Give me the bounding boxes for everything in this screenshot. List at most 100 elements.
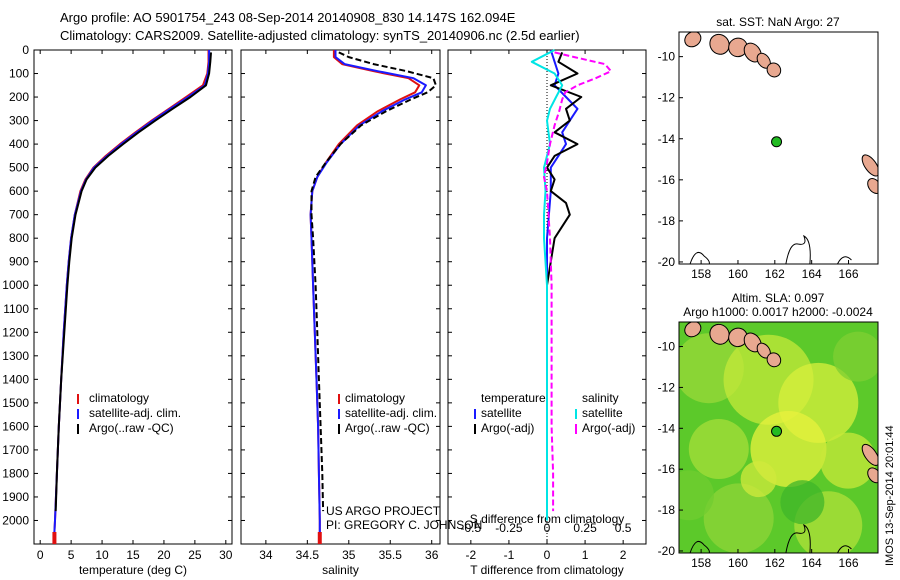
contour bbox=[837, 256, 852, 264]
legend-label: satellite-adj. clim. bbox=[89, 406, 181, 420]
sla-map: 158 160 162 164 166 -10 -12 -14 -16 -18 -20 Altim. … bbox=[658, 291, 879, 570]
y-tick-label: 200 bbox=[9, 90, 29, 104]
y-tick-label: 1300 bbox=[2, 349, 29, 363]
map-area bbox=[684, 32, 878, 264]
heat-cell bbox=[679, 470, 714, 521]
x-tick-label: 34 bbox=[259, 548, 273, 562]
x-axis-label: salinity bbox=[322, 563, 359, 577]
map-title: sat. SST: NaN Argo: 27 bbox=[716, 15, 840, 29]
x-tick-label: -2 bbox=[466, 548, 477, 562]
y-tick-label: 300 bbox=[9, 114, 29, 128]
contour bbox=[785, 234, 811, 264]
x-axis-label: T difference from climatology bbox=[470, 563, 624, 577]
y-tick-label: 400 bbox=[9, 137, 29, 151]
series-line-2 bbox=[530, 49, 564, 521]
x-tick-label: 30 bbox=[219, 548, 233, 562]
island bbox=[867, 178, 878, 194]
map-subtitle: Argo h1000: 0.0017 h2000: -0.0024 bbox=[683, 305, 873, 319]
temperature-panel: 0 5 10 15 20 25 300100200300400500600700800900… bbox=[2, 43, 233, 577]
island bbox=[766, 62, 782, 78]
x-tick-label: 25 bbox=[188, 548, 202, 562]
heat-cell bbox=[688, 419, 749, 480]
y-tick-label: 1400 bbox=[2, 372, 29, 386]
x-tick-label: 0 bbox=[544, 548, 551, 562]
y-tick-label: 600 bbox=[9, 184, 29, 198]
x-tick-label: 0 bbox=[37, 548, 44, 562]
y-tick-label: -12 bbox=[658, 91, 676, 105]
y-tick-label: 900 bbox=[9, 255, 29, 269]
island bbox=[861, 154, 878, 177]
y-tick-label: 1100 bbox=[3, 302, 29, 316]
legend-label: Argo(-adj) bbox=[481, 421, 534, 435]
argo-location-marker bbox=[771, 425, 783, 437]
y-tick-label: -18 bbox=[658, 214, 676, 228]
x-tick-label: 166 bbox=[839, 556, 859, 570]
x-tick-label: 158 bbox=[691, 267, 711, 281]
y-tick-label: -20 bbox=[658, 544, 676, 558]
x-tick-label: 164 bbox=[802, 267, 822, 281]
y-tick-label: -20 bbox=[658, 255, 676, 269]
x-tick-label: 2 bbox=[620, 548, 627, 562]
heat-cell bbox=[740, 461, 777, 498]
y-tick-label: 1000 bbox=[2, 278, 29, 292]
x2-tick-label: 0.5 bbox=[615, 521, 632, 535]
map-frame bbox=[678, 31, 879, 265]
y-tick-label: -14 bbox=[658, 132, 676, 146]
difference-panel: -2 -1 0 1 2-0.5 -0.25 0 0.25 0.5S difference fro… bbox=[447, 49, 647, 577]
series-line-1 bbox=[53, 50, 211, 533]
legend-title: temperature bbox=[481, 391, 546, 405]
bottom-marker bbox=[52, 532, 57, 544]
y-tick-label: 800 bbox=[9, 231, 29, 245]
y-tick-label: 1900 bbox=[2, 490, 29, 504]
x-tick-label: 35.5 bbox=[379, 548, 403, 562]
x-tick-label: 160 bbox=[728, 556, 748, 570]
x-tick-label: 36 bbox=[425, 548, 439, 562]
annotation-text: US ARGO PROJECT bbox=[326, 504, 441, 518]
series-line-1 bbox=[309, 50, 427, 533]
x-tick-label: 160 bbox=[728, 267, 748, 281]
y-tick-label: 2000 bbox=[2, 513, 29, 527]
heat-cell bbox=[703, 483, 774, 553]
island bbox=[684, 32, 702, 48]
x2-tick-label: 0 bbox=[544, 521, 551, 535]
legend-label: Argo(..raw -QC) bbox=[345, 421, 430, 435]
x-tick-label: 20 bbox=[157, 548, 171, 562]
y-tick-label: -12 bbox=[658, 380, 676, 394]
y-tick-label: -16 bbox=[658, 462, 676, 476]
heat-cell bbox=[780, 480, 825, 525]
x-tick-label: 5 bbox=[68, 548, 75, 562]
island bbox=[709, 33, 730, 55]
series-line-2 bbox=[54, 52, 212, 512]
x2-tick-label: -0.5 bbox=[461, 521, 482, 535]
map-title: Altim. SLA: 0.097 bbox=[732, 291, 825, 305]
x-tick-label: -1 bbox=[504, 548, 515, 562]
legend-label: Argo(-adj) bbox=[582, 421, 635, 435]
island bbox=[766, 352, 782, 368]
x2-tick-label: 0.25 bbox=[573, 521, 597, 535]
legend-label: Argo(..raw -QC) bbox=[89, 421, 174, 435]
sst-map: 158 160 162 164 166 -10 -12 -14 -16 -18 -20 sat. SS… bbox=[658, 15, 879, 281]
x-axis-label: temperature (deg C) bbox=[79, 563, 187, 577]
annotation-text: PI: GREGORY C. JOHNSON bbox=[326, 518, 482, 532]
x-tick-label: 164 bbox=[802, 556, 822, 570]
x-tick-label: 162 bbox=[765, 267, 785, 281]
island bbox=[728, 37, 748, 58]
y-tick-label: -10 bbox=[658, 50, 676, 64]
island bbox=[728, 327, 748, 348]
contour bbox=[837, 545, 852, 553]
x2-tick-label: -0.25 bbox=[495, 521, 523, 535]
x-tick-label: 1 bbox=[582, 548, 589, 562]
series-line-2 bbox=[310, 51, 437, 512]
x-tick-label: 166 bbox=[839, 267, 859, 281]
y-tick-label: 1200 bbox=[2, 325, 29, 339]
chart-title-line2: Climatology: CARS2009. Satellite-adjuste… bbox=[60, 28, 580, 43]
y-tick-label: 0 bbox=[22, 43, 29, 57]
y-tick-label: 700 bbox=[9, 208, 29, 222]
heat-cell bbox=[833, 331, 878, 382]
x-tick-label: 162 bbox=[765, 556, 785, 570]
bottom-marker bbox=[317, 532, 322, 544]
timestamp-stamp: IMOS 13-Sep-2014 20:01:44 bbox=[884, 425, 896, 566]
salinity-panel: 34 34.5 35 35.5 36 salinity climatologysatelli… bbox=[240, 49, 482, 577]
legend-label: satellite bbox=[481, 406, 522, 420]
